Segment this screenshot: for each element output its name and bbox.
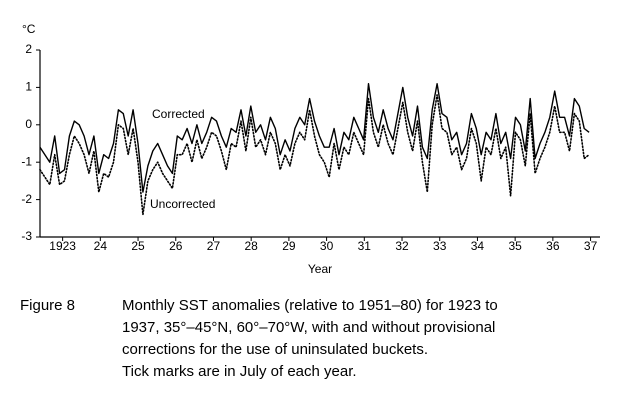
x-tick-label: 30 (320, 239, 334, 253)
x-tick-label: 29 (282, 239, 296, 253)
x-tick-label: 33 (433, 239, 447, 253)
x-tick-label: 32 (395, 239, 409, 253)
y-tick-label: -2 (21, 192, 32, 206)
x-tick-label: 36 (546, 239, 560, 253)
series-line (39, 83, 590, 193)
x-tick-label: 26 (169, 239, 183, 253)
y-tick-label: 2 (25, 42, 32, 56)
caption-line: corrections for the use of uninsulated b… (122, 341, 428, 358)
caption-line: Tick marks are in July of each year. (122, 363, 357, 380)
x-tick-label: 1923 (49, 239, 76, 253)
y-tick-label: 1 (25, 80, 32, 94)
x-tick-label: 27 (207, 239, 221, 253)
x-tick-label: 31 (358, 239, 372, 253)
caption-line: Monthly SST anomalies (relative to 1951–… (122, 297, 498, 314)
series-label: Uncorrected (150, 197, 215, 211)
x-tick-label: 37 (584, 239, 598, 253)
series-line (39, 94, 590, 216)
y-unit-label: °C (22, 22, 36, 36)
y-tick-label: 0 (25, 117, 32, 131)
caption-line: 1937, 35°–45°N, 60°–70°W, with and witho… (122, 319, 495, 336)
x-tick-label: 24 (94, 239, 108, 253)
y-tick-label: -1 (21, 154, 32, 168)
x-tick-label: 35 (508, 239, 522, 253)
series-label: Corrected (152, 107, 205, 121)
x-tick-label: 34 (471, 239, 485, 253)
x-tick-label: 28 (244, 239, 258, 253)
y-tick-label: -3 (21, 229, 32, 243)
x-tick-label: 25 (131, 239, 145, 253)
x-axis-label: Year (308, 262, 332, 276)
caption-label: Figure 8 (20, 297, 75, 314)
